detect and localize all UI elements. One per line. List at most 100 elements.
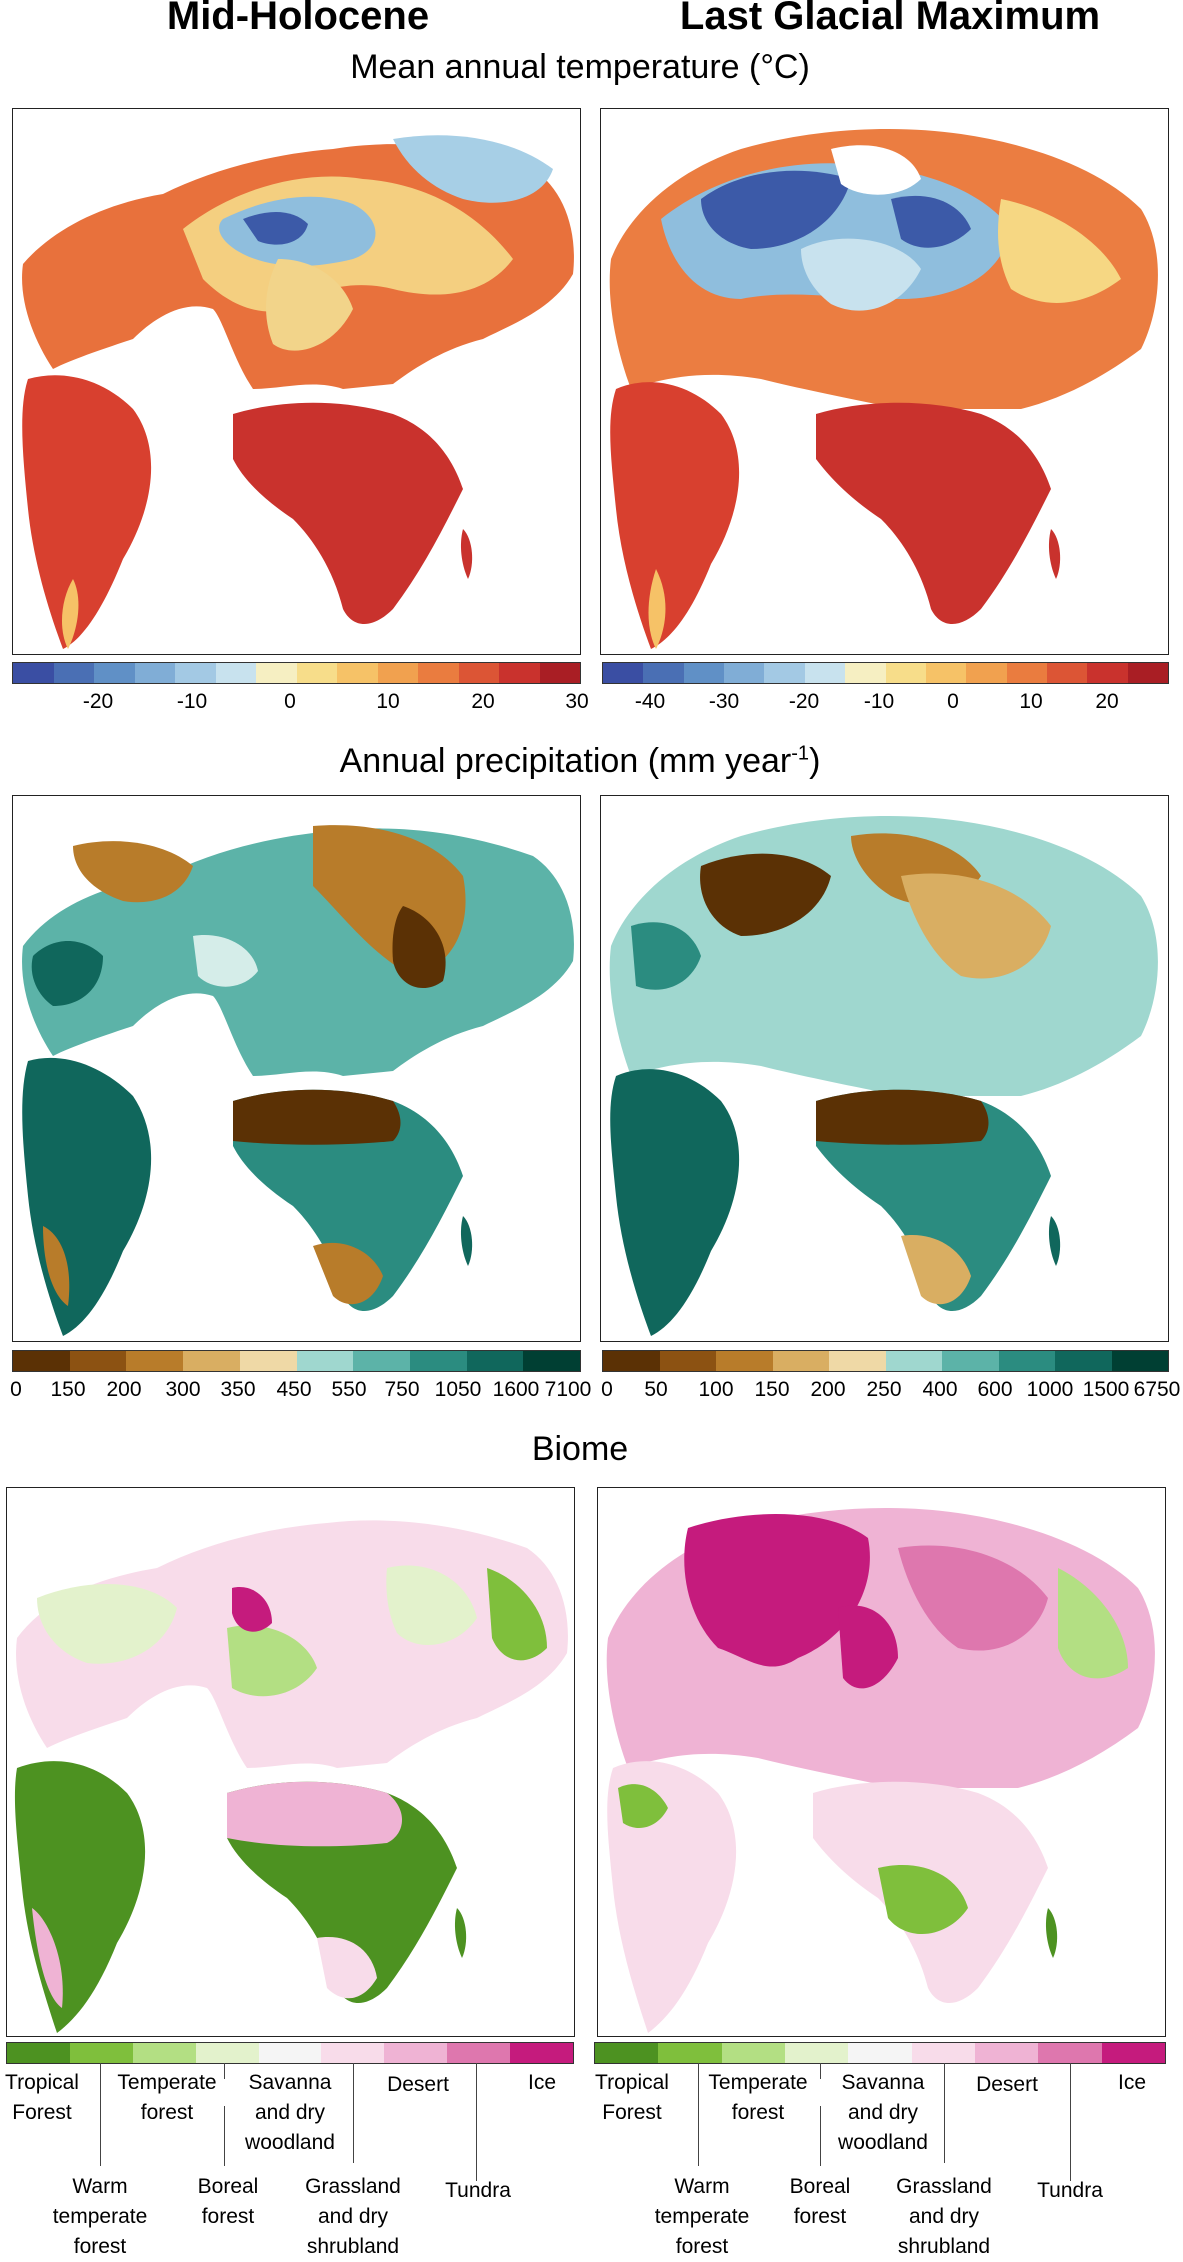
- biome-lgm-swatch-3: [721, 2043, 785, 2063]
- precip-lgm-swatch-10: [1111, 1351, 1168, 1371]
- precip-mh-tick: 1050: [434, 1378, 482, 1401]
- precip-title-end: ): [809, 742, 821, 780]
- temp-mh-tick: 20: [471, 690, 495, 713]
- precip-lgm-swatch-2: [659, 1351, 716, 1371]
- temp-lgm-swatch-6: [804, 663, 846, 683]
- precip-lgm-tick: 1000: [1026, 1378, 1074, 1401]
- mid-holocene-title: Mid-Holocene: [166, 0, 430, 38]
- biome-mh-swatch-3: [132, 2043, 196, 2063]
- biome-row-title: Biome: [531, 1430, 629, 1468]
- temp-lgm-colorbar: [602, 662, 1169, 684]
- precip-lgm-tick: 1500: [1082, 1378, 1130, 1401]
- temp-lgm-tick: 10: [1019, 690, 1043, 713]
- temp-mh-swatch-10: [377, 663, 418, 683]
- legend-tundra: Tundra: [445, 2179, 511, 2202]
- legend-tropical-forest: Tropical Forest: [5, 2071, 79, 2124]
- temp-mh-swatch-1: [13, 663, 54, 683]
- legend-leader-line: [476, 2063, 477, 2181]
- temp-mh-swatch-13: [499, 663, 540, 683]
- temperature-row-title: Mean annual temperature (°C): [350, 48, 810, 86]
- precip-lgm-map-graphic: [609, 816, 1158, 1336]
- precip-lgm-swatch-9: [1055, 1351, 1112, 1371]
- legend-leader-line: [100, 2063, 101, 2166]
- precip-mh-tick: 450: [276, 1378, 312, 1401]
- temp-lgm-swatch-2: [643, 663, 684, 683]
- precip-mh-colorbar: [12, 1350, 581, 1372]
- temp-mh-swatch-8: [296, 663, 337, 683]
- legend-ice: Ice: [1117, 2071, 1147, 2094]
- biome-mh-swatch-7: [384, 2043, 448, 2063]
- precip-lgm-tick: 250: [866, 1378, 902, 1401]
- temp-mh-map: [12, 108, 581, 655]
- precip-lgm-swatch-4: [772, 1351, 829, 1371]
- lgm-title: Last Glacial Maximum: [679, 0, 1101, 38]
- precip-mh-tick: 150: [50, 1378, 86, 1401]
- temp-lgm-swatch-3: [683, 663, 725, 683]
- biome-mh-swatch-4: [195, 2043, 259, 2063]
- precip-mh-swatch-1: [13, 1351, 70, 1371]
- precip-lgm-swatch-7: [942, 1351, 999, 1371]
- legend-savanna: Savanna and dry woodland: [838, 2071, 928, 2154]
- biome-mh-map-graphic: [14, 1520, 568, 2033]
- legend-tropical-forest: Tropical Forest: [595, 2071, 669, 2124]
- temp-lgm-swatch-9: [925, 663, 967, 683]
- legend-leader-line: [353, 2063, 354, 2163]
- temp-lgm-swatch-4: [724, 663, 765, 683]
- precip-lgm-map: [600, 795, 1169, 1342]
- temp-lgm-map: [600, 108, 1169, 655]
- biome-lgm-swatch-1: [595, 2043, 659, 2063]
- precip-mh-map: [12, 795, 581, 1342]
- precip-mh-tick: 350: [220, 1378, 256, 1401]
- temp-mh-tick: 10: [376, 690, 400, 713]
- precip-mh-tick: 1600: [492, 1378, 540, 1401]
- temp-lgm-tick: -10: [863, 690, 895, 713]
- temp-lgm-map-graphic: [609, 129, 1158, 649]
- precip-mh-tick: 300: [165, 1378, 201, 1401]
- temp-mh-swatch-12: [458, 663, 499, 683]
- temp-lgm-tick: -30: [708, 690, 740, 713]
- legend-temperate-forest: Temperate forest: [117, 2071, 217, 2124]
- biome-mh-map: [6, 1487, 575, 2037]
- precip-lgm-colorbar: [602, 1350, 1169, 1372]
- precip-mh-swatch-10: [523, 1351, 581, 1371]
- precip-lgm-tick: 50: [644, 1378, 668, 1401]
- temp-mh-swatch-6: [215, 663, 256, 683]
- legend-desert: Desert: [976, 2073, 1038, 2096]
- precip-mh-swatch-7: [353, 1351, 410, 1371]
- temp-mh-tick: -10: [176, 690, 208, 713]
- temp-lgm-tick: -20: [788, 690, 820, 713]
- temp-mh-tick: 30: [565, 690, 589, 713]
- precip-lgm-tick: 100: [698, 1378, 734, 1401]
- temp-lgm-swatch-10: [966, 663, 1007, 683]
- biome-lgm-colorbar: [594, 2042, 1166, 2064]
- legend-leader-line: [224, 2063, 225, 2079]
- biome-lgm-swatch-5: [848, 2043, 912, 2063]
- legend-leader-line: [698, 2063, 699, 2166]
- biome-lgm-swatch-8: [1038, 2043, 1102, 2063]
- biome-mh-swatch-8: [447, 2043, 511, 2063]
- biome-lgm-swatch-2: [658, 2043, 722, 2063]
- precip-mh-swatch-2: [69, 1351, 127, 1371]
- precip-mh-swatch-5: [239, 1351, 297, 1371]
- temp-mh-swatch-14: [539, 663, 580, 683]
- biome-mh-swatch-5: [258, 2043, 322, 2063]
- precip-title-sup: -1: [791, 742, 810, 765]
- temp-lgm-tick: 0: [947, 690, 959, 713]
- precip-lgm-swatch-3: [716, 1351, 773, 1371]
- temp-mh-swatch-5: [175, 663, 216, 683]
- precip-mh-swatch-4: [183, 1351, 240, 1371]
- legend-leader-line: [820, 2063, 821, 2079]
- precip-lgm-tick: 150: [754, 1378, 790, 1401]
- precip-lgm-swatch-5: [829, 1351, 886, 1371]
- precip-lgm-swatch-6: [885, 1351, 942, 1371]
- precip-mh-map-graphic: [22, 825, 574, 1336]
- biome-mh-colorbar: [6, 2042, 574, 2064]
- legend-grassland: Grassland and dry shrubland: [896, 2175, 992, 2258]
- precip-lgm-tick: 200: [810, 1378, 846, 1401]
- precip-mh-tick: 7100: [544, 1378, 592, 1401]
- temp-lgm-swatch-8: [885, 663, 926, 683]
- precip-title-main: Annual precipitation (mm year: [339, 742, 792, 780]
- legend-leader-line: [820, 2106, 821, 2166]
- precip-mh-tick: 200: [106, 1378, 142, 1401]
- precip-lgm-tick: 0: [601, 1378, 613, 1401]
